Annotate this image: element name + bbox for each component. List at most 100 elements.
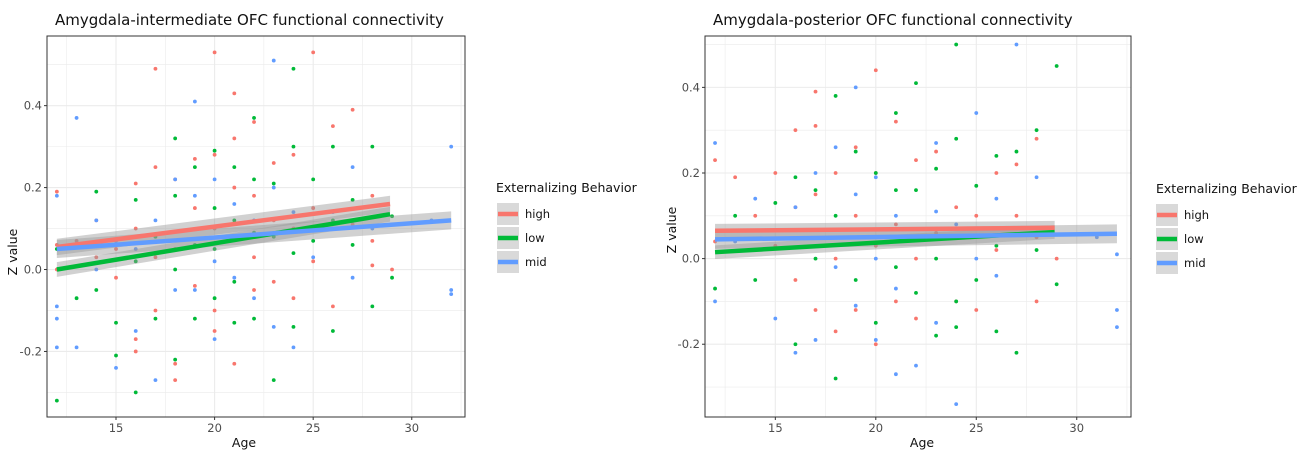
data-point-mid <box>974 256 979 261</box>
data-point-low <box>153 316 158 321</box>
data-point-high <box>370 263 375 268</box>
data-point-mid <box>54 345 59 350</box>
plot-area <box>47 36 465 417</box>
plot-background <box>705 36 1131 417</box>
data-point-mid <box>232 202 237 206</box>
data-point-high <box>212 308 217 313</box>
data-point-low <box>74 296 79 301</box>
data-point-mid <box>173 177 178 182</box>
data-point-mid <box>853 303 858 308</box>
data-point-low <box>954 42 959 47</box>
data-point-high <box>370 238 375 243</box>
data-point-mid <box>54 316 59 321</box>
data-point-low <box>173 193 178 198</box>
legend-title: Externalizing Behavior <box>496 180 638 195</box>
data-point-mid <box>449 292 454 296</box>
data-point-high <box>1034 136 1039 141</box>
data-point-low <box>954 325 959 330</box>
data-point-mid <box>94 267 99 272</box>
data-point-mid <box>1014 42 1019 47</box>
data-point-high <box>974 308 979 312</box>
x-tick-label: 30 <box>404 421 419 435</box>
data-point-low <box>173 357 178 362</box>
data-point-high <box>813 192 818 197</box>
data-point-high <box>212 50 217 55</box>
data-point-low <box>114 353 118 358</box>
data-point-mid <box>212 259 217 264</box>
legend-title: Externalizing Behavior <box>1156 181 1298 196</box>
data-point-mid <box>853 192 858 197</box>
data-point-high <box>212 329 217 333</box>
data-point-mid <box>1115 308 1119 312</box>
data-point-low <box>291 144 296 149</box>
data-point-high <box>114 247 118 251</box>
x-tick-label: 20 <box>868 421 883 435</box>
data-point-high <box>853 308 858 312</box>
data-point-low <box>974 183 979 188</box>
data-point-mid <box>873 256 878 261</box>
data-point-high <box>330 304 335 309</box>
y-axis-label: Z value <box>5 228 20 275</box>
data-point-mid <box>449 288 454 292</box>
data-point-high <box>232 185 237 190</box>
y-tick-label: 0.0 <box>24 263 42 277</box>
data-point-mid <box>350 165 355 169</box>
data-point-high <box>1014 162 1019 167</box>
plot-border <box>46 35 466 418</box>
y-tick-label: 0.0 <box>682 252 700 266</box>
data-point-high <box>1034 299 1039 304</box>
data-point-high <box>833 329 838 334</box>
data-point-mid <box>974 111 979 115</box>
data-point-low <box>390 275 394 280</box>
data-point-high <box>994 171 999 175</box>
data-point-mid <box>291 210 296 215</box>
data-point-high <box>173 378 178 383</box>
data-point-high <box>232 136 237 141</box>
data-point-mid <box>350 275 355 280</box>
data-point-high <box>853 145 858 150</box>
data-point-mid <box>713 141 717 145</box>
data-point-mid <box>893 213 898 218</box>
data-point-low <box>994 243 999 248</box>
data-point-mid <box>271 324 276 329</box>
data-point-high <box>133 337 138 342</box>
data-point-low <box>994 329 999 334</box>
data-point-mid <box>1115 325 1119 330</box>
data-point-low <box>934 333 938 338</box>
trend-line-mid <box>56 218 452 252</box>
data-point-high <box>934 149 938 154</box>
data-point-low <box>914 81 918 85</box>
data-point-high <box>813 308 818 312</box>
data-point-high <box>291 152 296 157</box>
data-point-low <box>773 201 778 205</box>
data-point-high <box>893 299 898 304</box>
data-point-low <box>212 247 217 251</box>
data-point-low <box>291 251 296 256</box>
x-tick-label: 30 <box>1069 421 1084 435</box>
legend-label-low: low <box>1184 232 1204 246</box>
data-point-mid <box>271 185 276 190</box>
data-point-high <box>914 158 918 163</box>
data-point-high <box>232 361 237 366</box>
data-point-high <box>713 158 717 163</box>
data-point-mid <box>954 402 959 407</box>
data-point-high <box>153 165 158 169</box>
data-point-low <box>873 320 878 325</box>
data-point-high <box>753 213 758 218</box>
data-point-mid <box>934 209 938 214</box>
data-point-mid <box>853 85 858 90</box>
plot-border <box>704 35 1132 418</box>
data-point-mid <box>252 296 256 301</box>
data-point-high <box>813 123 818 128</box>
trend-line-high <box>715 225 1055 234</box>
data-point-high <box>192 157 197 161</box>
y-tick-label: 0.2 <box>682 166 700 180</box>
chart-title: Amygdala-posterior OFC functional connec… <box>713 11 1073 29</box>
data-point-mid <box>74 345 79 350</box>
data-point-high <box>192 284 197 288</box>
data-point-low <box>914 188 918 193</box>
x-tick-label: 15 <box>768 421 783 435</box>
data-point-mid <box>54 304 59 309</box>
data-point-low <box>212 206 217 210</box>
y-tick-label: 0.4 <box>24 99 42 113</box>
